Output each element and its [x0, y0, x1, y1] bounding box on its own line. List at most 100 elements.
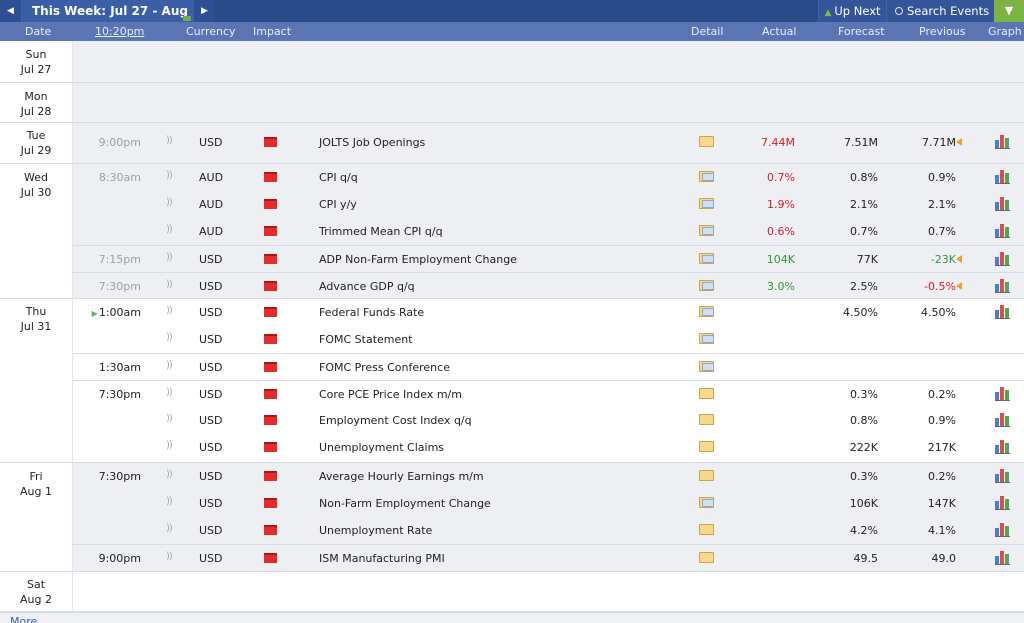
detail-folder-icon[interactable] — [699, 306, 714, 317]
day-label: Fri Aug 1 — [0, 463, 73, 571]
search-events-button[interactable]: Search Events — [886, 0, 994, 22]
event-previous: 0.2% — [928, 388, 956, 401]
bar-graph-icon[interactable] — [995, 522, 1011, 537]
event-title[interactable]: Trimmed Mean CPI q/q — [319, 225, 443, 238]
bar-graph-icon[interactable] — [995, 251, 1011, 266]
event-time: 1:30am — [98, 361, 141, 374]
high-impact-folder-icon[interactable] — [264, 442, 277, 452]
event-title[interactable]: Federal Funds Rate — [319, 306, 425, 319]
event-row[interactable]: 7:30pm )) USD Advance GDP q/q 3.0% 2.5% … — [73, 272, 1024, 299]
high-impact-folder-icon[interactable] — [264, 362, 277, 372]
event-title[interactable]: ISM Manufacturing PMI — [319, 552, 445, 565]
event-row[interactable]: 7:30pm )) USD Core PCE Price Index m/m 0… — [73, 380, 1024, 407]
event-title[interactable]: Core PCE Price Index m/m — [319, 388, 462, 401]
high-impact-folder-icon[interactable] — [264, 226, 277, 236]
event-row[interactable]: )) USD Unemployment Claims 222K 217K — [73, 434, 1024, 461]
detail-folder-icon[interactable] — [699, 524, 714, 535]
event-row[interactable]: 7:30pm )) USD Average Hourly Earnings m/… — [73, 463, 1024, 490]
high-impact-folder-icon[interactable] — [264, 334, 277, 344]
event-forecast: 0.8% — [850, 171, 878, 184]
bar-graph-icon[interactable] — [995, 550, 1011, 565]
bar-graph-icon[interactable] — [995, 412, 1011, 427]
bar-graph-icon[interactable] — [995, 223, 1011, 238]
detail-folder-icon[interactable] — [699, 361, 714, 372]
detail-folder-icon[interactable] — [699, 441, 714, 452]
detail-folder-icon[interactable] — [699, 552, 714, 563]
search-events-label: Search Events — [907, 4, 990, 18]
detail-folder-icon[interactable] — [699, 225, 714, 236]
speaker-icon: )) — [166, 551, 173, 562]
high-impact-folder-icon[interactable] — [264, 307, 277, 317]
up-next-button[interactable]: ▲ Up Next — [818, 0, 886, 22]
high-impact-folder-icon[interactable] — [264, 281, 277, 291]
event-row[interactable]: )) USD Unemployment Rate 4.2% 4.1% — [73, 517, 1024, 544]
high-impact-folder-icon[interactable] — [264, 525, 277, 535]
detail-folder-icon[interactable] — [699, 171, 714, 182]
event-title[interactable]: Average Hourly Earnings m/m — [319, 470, 484, 483]
high-impact-folder-icon[interactable] — [264, 498, 277, 508]
event-currency: USD — [199, 441, 223, 454]
detail-folder-icon[interactable] — [699, 470, 714, 481]
bar-graph-icon[interactable] — [995, 169, 1011, 184]
detail-folder-icon[interactable] — [699, 136, 714, 147]
header-time[interactable]: 10:20pm — [95, 25, 145, 38]
event-row[interactable]: 7:15pm )) USD ADP Non-Farm Employment Ch… — [73, 245, 1024, 272]
event-title[interactable]: Employment Cost Index q/q — [319, 414, 472, 427]
event-row[interactable]: ▶1:00am )) USD Federal Funds Rate 4.50% … — [73, 299, 1024, 326]
high-impact-folder-icon[interactable] — [264, 172, 277, 182]
event-title[interactable]: ADP Non-Farm Employment Change — [319, 253, 517, 266]
bar-graph-icon[interactable] — [995, 304, 1011, 319]
high-impact-folder-icon[interactable] — [264, 553, 277, 563]
event-title[interactable]: Unemployment Claims — [319, 441, 445, 454]
event-title[interactable]: CPI y/y — [319, 198, 357, 211]
detail-folder-icon[interactable] — [699, 388, 714, 399]
event-row[interactable]: )) AUD Trimmed Mean CPI q/q 0.6% 0.7% 0.… — [73, 218, 1024, 245]
day-label: Sun Jul 27 — [0, 41, 73, 82]
event-row[interactable]: 8:30am )) AUD CPI q/q 0.7% 0.8% 0.9% — [73, 164, 1024, 191]
event-title[interactable]: CPI q/q — [319, 171, 358, 184]
event-row[interactable]: )) USD Non-Farm Employment Change 106K 1… — [73, 490, 1024, 517]
detail-folder-icon[interactable] — [699, 253, 714, 264]
high-impact-folder-icon[interactable] — [264, 254, 277, 264]
event-row[interactable]: )) USD Employment Cost Index q/q 0.8% 0.… — [73, 407, 1024, 434]
detail-folder-icon[interactable] — [699, 198, 714, 209]
event-row[interactable]: 9:00pm )) USD JOLTS Job Openings 7.44M 7… — [73, 129, 1024, 156]
bar-graph-icon[interactable] — [995, 495, 1011, 510]
event-forecast: 106K — [849, 497, 878, 510]
event-title[interactable]: FOMC Press Conference — [319, 361, 450, 374]
event-forecast: 2.1% — [850, 198, 878, 211]
event-title[interactable]: Unemployment Rate — [319, 524, 433, 537]
next-week-icon[interactable]: ▶ — [193, 0, 215, 22]
bar-graph-icon[interactable] — [995, 134, 1011, 149]
bar-graph-icon[interactable] — [995, 386, 1011, 401]
event-title[interactable]: Advance GDP q/q — [319, 280, 415, 293]
detail-folder-icon[interactable] — [699, 280, 714, 291]
high-impact-folder-icon[interactable] — [264, 199, 277, 209]
day-section-mon: Mon Jul 28 — [0, 83, 1024, 123]
event-title[interactable]: JOLTS Job Openings — [319, 136, 426, 149]
header-currency: Currency — [186, 25, 236, 38]
event-row[interactable]: 1:30am )) USD FOMC Press Conference — [73, 353, 1024, 380]
detail-folder-icon[interactable] — [699, 414, 714, 425]
bar-graph-icon[interactable] — [995, 278, 1011, 293]
detail-folder-icon[interactable] — [699, 333, 714, 344]
event-title[interactable]: Non-Farm Employment Change — [319, 497, 491, 510]
event-row[interactable]: )) AUD CPI y/y 1.9% 2.1% 2.1% — [73, 191, 1024, 218]
filter-icon[interactable]: ▼ — [994, 0, 1024, 22]
week-title[interactable]: This Week: Jul 27 - Aug 2 — [22, 0, 193, 40]
high-impact-folder-icon[interactable] — [264, 389, 277, 399]
high-impact-folder-icon[interactable] — [264, 415, 277, 425]
event-currency: USD — [199, 361, 223, 374]
bar-graph-icon[interactable] — [995, 468, 1011, 483]
previous-week-icon[interactable]: ◀ — [0, 0, 22, 22]
speaker-icon: )) — [166, 279, 173, 290]
bar-graph-icon[interactable] — [995, 439, 1011, 454]
high-impact-folder-icon[interactable] — [264, 137, 277, 147]
detail-folder-icon[interactable] — [699, 497, 714, 508]
high-impact-folder-icon[interactable] — [264, 471, 277, 481]
bar-graph-icon[interactable] — [995, 196, 1011, 211]
event-row[interactable]: 9:00pm )) USD ISM Manufacturing PMI 49.5… — [73, 544, 1024, 571]
event-row[interactable]: )) USD FOMC Statement — [73, 326, 1024, 353]
event-title[interactable]: FOMC Statement — [319, 333, 413, 346]
more-link[interactable]: More — [0, 612, 1024, 623]
